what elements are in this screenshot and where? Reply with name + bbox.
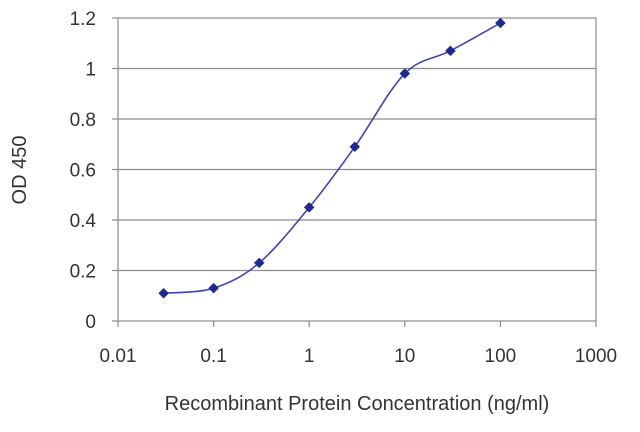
series-line [163, 22, 501, 295]
x-tick-label: 0.1 [200, 346, 226, 367]
x-axis-title: Recombinant Protein Concentration (ng/ml… [165, 393, 550, 415]
y-axis-ticks: 0 0.2 0.4 0.6 0.8 1 1.2 [70, 9, 118, 333]
x-tick-label: 1000 [575, 346, 617, 367]
data-point-marker [399, 68, 411, 79]
y-tick-label: 1.2 [70, 9, 96, 30]
series-layer [158, 17, 506, 299]
y-tick-label: 0.8 [70, 110, 96, 131]
data-point-marker [303, 202, 315, 213]
y-tick-label: 0.4 [70, 211, 97, 232]
gridlines [118, 67, 596, 272]
y-axis-title: OD 450 [9, 136, 31, 205]
x-axis-ticks: 0.01 0.1 1 10 100 1000 [100, 321, 617, 367]
y-tick-label: 0 [85, 312, 96, 333]
data-point-marker [349, 141, 361, 153]
x-tick-label: 0.01 [100, 346, 137, 367]
y-tick-label: 0.6 [70, 161, 96, 182]
data-point-marker [158, 287, 169, 299]
x-tick-label: 100 [485, 346, 517, 367]
y-tick-label: 0.2 [70, 262, 96, 283]
x-tick-label: 1 [304, 346, 315, 367]
data-point-marker [495, 17, 506, 29]
data-point-marker [208, 282, 219, 294]
y-tick-label: 1 [85, 60, 96, 81]
data-point-marker [253, 257, 265, 269]
data-point-marker [445, 45, 456, 57]
x-tick-label: 10 [394, 346, 415, 367]
